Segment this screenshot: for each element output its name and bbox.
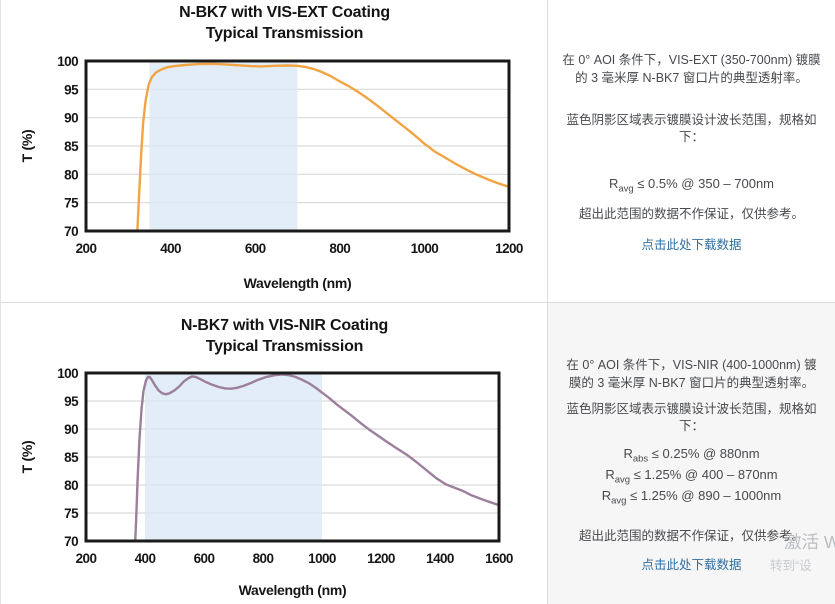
transmission-curve (134, 373, 499, 541)
vis-nir-chart-title: N-BK7 with VIS-NIR Coating Typical Trans… (21, 315, 548, 357)
vis-ext-info-panel: 在 0° AOI 条件下，VIS-EXT (350-700nm) 镀膜的 3 毫… (547, 0, 835, 302)
spec-symbol: R (623, 446, 633, 461)
y-tick-label: 70 (64, 224, 78, 239)
y-tick-label: 100 (57, 366, 78, 381)
spec-line: Ravg ≤ 1.25% @ 890 – 1000nm (561, 487, 822, 508)
spec-list: Ravg ≤ 0.5% @ 350 – 700nm (561, 175, 822, 196)
disclaimer: 超出此范围的数据不作保证，仅供参考。 (578, 207, 804, 222)
download-data-link[interactable]: 点击此处下载数据 (641, 237, 742, 252)
spec-value: ≤ 0.25% @ 880nm (648, 446, 760, 461)
y-axis-label: T (%) (19, 130, 35, 163)
spec-symbol: R (608, 176, 619, 191)
vis-nir-transmission-chart: 70 75 80 85 90 95 100 200 400 600 800 1000 1200 1400 1… (19, 366, 514, 598)
y-tick-label: 90 (64, 422, 78, 437)
plot-border (84, 371, 501, 543)
design-wavelength-band (149, 61, 298, 231)
y-tick-label: 75 (64, 506, 79, 521)
y-tick-label: 75 (64, 196, 79, 211)
x-axis-label: Wavelength (nm) (239, 582, 347, 598)
y-axis-label: T (%) (19, 441, 35, 474)
y-tick-label: 70 (64, 534, 78, 549)
x-tick-label: 1200 (495, 241, 523, 256)
chart-title-line1: N-BK7 with VIS-NIR Coating (180, 317, 389, 334)
y-tick-label: 95 (64, 82, 79, 97)
spec-line: Rabs ≤ 0.25% @ 880nm (561, 445, 822, 466)
y-tick-label: 95 (64, 394, 79, 409)
x-tick-label: 600 (194, 551, 215, 566)
spec-subscript: avg (611, 495, 627, 507)
spec-subscript: avg (618, 183, 634, 195)
x-tick-label: 600 (245, 241, 266, 256)
spec-line: Ravg ≤ 0.5% @ 350 – 700nm (561, 175, 822, 196)
disclaimer: 超出此范围的数据不作保证，仅供参考。 (578, 529, 804, 544)
spec-symbol: R (601, 488, 612, 504)
vis-ext-chart-panel: N-BK7 with VIS-EXT Coating Typical Trans… (1, 0, 547, 302)
x-tick-label: 800 (329, 241, 350, 256)
chart-title-line2: Typical Transmission (205, 338, 364, 355)
shading-note: 蓝色阴影区域表示镀膜设计波长范围，规格如下： (566, 112, 817, 145)
transmission-curve (136, 62, 509, 231)
y-tick-label: 90 (64, 111, 78, 126)
vis-nir-chart-panel: N-BK7 with VIS-NIR Coating Typical Trans… (1, 302, 547, 604)
x-tick-label: 1200 (367, 551, 395, 566)
x-tick-label: 1600 (485, 551, 513, 566)
spec-value: ≤ 0.5% @ 350 – 700nm (633, 176, 775, 191)
vis-nir-info-panel: 在 0° AOI 条件下，VIS-NIR (400-1000nm) 镀膜的 3 … (547, 302, 835, 604)
chart-title-line1: N-BK7 with VIS-EXT Coating (179, 4, 390, 21)
y-tick-label: 85 (64, 139, 79, 154)
y-tick-label: 80 (64, 478, 78, 493)
vis-ext-transmission-chart: 70 75 80 85 90 95 100 200 400 600 800 1000 1200 Wavel… (19, 54, 524, 291)
spec-symbol: R (605, 467, 615, 483)
x-tick-label: 400 (135, 551, 156, 566)
y-tick-label: 100 (57, 54, 78, 69)
shading-note: 蓝色阴影区域表示镀膜设计波长范围，规格如下： (566, 401, 817, 434)
x-tick-label: 1000 (308, 551, 336, 566)
coating-description: 在 0° AOI 条件下，VIS-EXT (350-700nm) 镀膜的 3 毫… (562, 53, 821, 85)
download-data-link[interactable]: 点击此处下载数据 (641, 557, 742, 572)
y-tick-label: 85 (64, 450, 79, 465)
x-tick-label: 200 (76, 241, 97, 256)
design-wavelength-band (145, 373, 322, 541)
x-tick-label: 400 (160, 241, 181, 256)
x-tick-label: 1000 (411, 241, 439, 256)
x-tick-label: 1400 (426, 551, 454, 566)
plot-border (84, 59, 511, 233)
x-axis-label: Wavelength (nm) (244, 275, 352, 291)
y-tick-label: 80 (64, 167, 78, 182)
spec-line: Ravg ≤ 1.25% @ 400 – 870nm (561, 466, 822, 487)
spec-subscript: abs (632, 453, 649, 465)
x-tick-label: 800 (253, 551, 274, 566)
spec-subscript: avg (614, 474, 631, 486)
spec-list: Rabs ≤ 0.25% @ 880nm Ravg ≤ 1.25% @ 400 … (561, 445, 822, 508)
x-tick-label: 200 (76, 551, 97, 566)
spec-value: ≤ 1.25% @ 890 – 1000nm (626, 488, 782, 504)
spec-value: ≤ 1.25% @ 400 – 870nm (630, 467, 778, 483)
chart-title-line2: Typical Transmission (205, 25, 364, 42)
vis-ext-chart-title: N-BK7 with VIS-EXT Coating Typical Trans… (21, 2, 548, 44)
coating-description: 在 0° AOI 条件下，VIS-NIR (400-1000nm) 镀膜的 3 … (566, 358, 817, 390)
